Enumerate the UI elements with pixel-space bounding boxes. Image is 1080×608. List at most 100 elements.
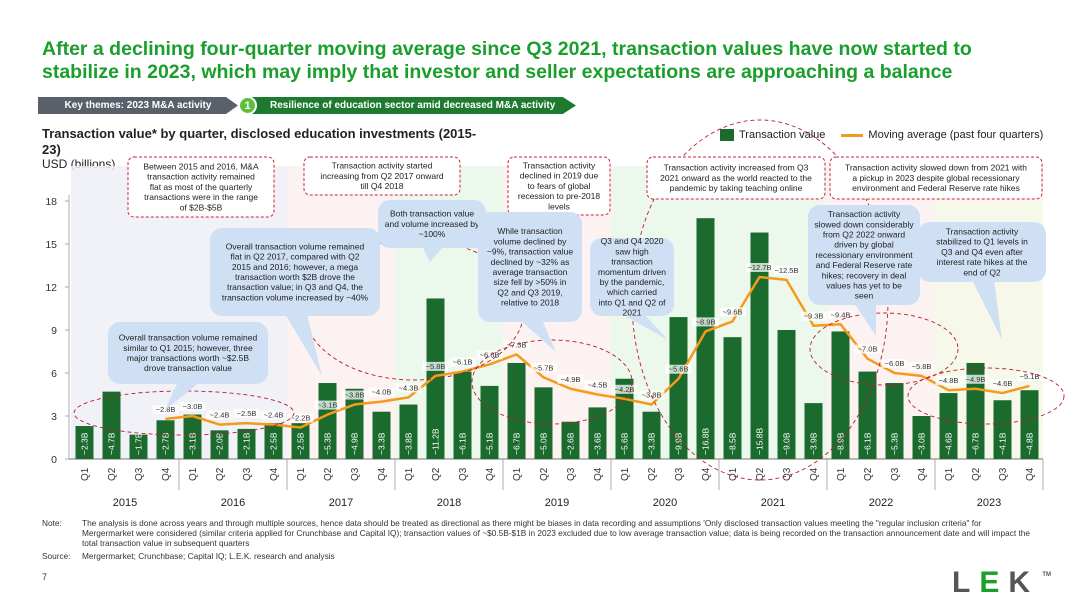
y-tick-label: 6 xyxy=(51,368,57,380)
line-label-bg xyxy=(989,379,1016,389)
bar xyxy=(534,387,553,459)
line-label-bg xyxy=(854,344,881,354)
line-label-bg xyxy=(962,374,989,384)
callout-text: transaction activity remained xyxy=(147,172,255,182)
x-tick-label: Q4 xyxy=(269,467,280,481)
callout-text: Transaction activity increased from Q3 xyxy=(664,163,809,173)
line-label-bg xyxy=(233,409,260,419)
year-label: 2015 xyxy=(113,497,137,509)
x-tick-label: Q4 xyxy=(701,467,712,481)
bar-label: ~6.1B xyxy=(458,432,468,455)
line-label-bg xyxy=(611,384,638,394)
line-label: ~6.0B xyxy=(885,359,905,368)
bar-label: ~2.5B xyxy=(296,432,306,455)
line-label-bg xyxy=(530,363,557,373)
bubble-pointer xyxy=(165,382,200,410)
x-tick-label: Q1 xyxy=(188,467,199,481)
bar xyxy=(993,400,1012,459)
x-tick-label: Q1 xyxy=(404,467,415,481)
source-text: Mergermarket; Crunchbase; Capital IQ; L.… xyxy=(82,551,335,561)
dashed-callout: Transaction activity increased from Q320… xyxy=(646,156,826,200)
breadcrumb-main[interactable]: Key themes: 2023 M&A activity xyxy=(38,97,238,114)
bar xyxy=(156,420,175,459)
bubble-pointer xyxy=(854,303,876,336)
bubble-text: flat in Q2 2017, compared with Q2 xyxy=(231,252,360,262)
year-label: 2023 xyxy=(977,497,1001,509)
line-label: ~2.4B xyxy=(210,411,230,420)
bar xyxy=(804,403,823,459)
line-label: ~7.0B xyxy=(858,345,878,354)
bubble-text: major transactions worth ~$2.5B xyxy=(127,353,249,363)
x-tick-label: Q4 xyxy=(161,467,172,481)
line-label: ~9.6B xyxy=(723,307,743,316)
line-label-bg xyxy=(692,317,719,327)
bar-series: ~2.3B ~4.7B ~1.7B ~2.7B ~3.1B ~2.0B ~2.1B ~2.5B… xyxy=(75,218,1039,459)
breadcrumb-sub[interactable]: Resilience of education sector amid decr… xyxy=(246,97,576,114)
bar xyxy=(831,331,850,459)
callout-text: 2021 onward as the world reacted to the xyxy=(660,173,812,183)
bar xyxy=(1020,390,1039,459)
bar xyxy=(777,330,796,459)
bar-label: ~3.3B xyxy=(377,432,387,455)
bubble-callout: Overall transaction volume remainedsimil… xyxy=(108,322,268,410)
legend-bar-label: Transaction value xyxy=(739,129,826,141)
chart-legend: Transaction value Moving average (past f… xyxy=(720,129,1051,141)
line-label: ~4.0B xyxy=(372,388,392,397)
year-label: 2018 xyxy=(437,497,461,509)
chart-title: Transaction value* by quarter, disclosed… xyxy=(42,126,477,158)
bar-label: ~2.1B xyxy=(242,432,252,455)
callout-text: Transaction activity started xyxy=(332,161,433,171)
bubble-text: Transaction activity xyxy=(828,209,901,219)
bar xyxy=(723,337,742,459)
bar xyxy=(939,393,958,459)
bubble-pointer xyxy=(520,320,556,352)
bar xyxy=(912,416,931,459)
line-label: ~2.4B xyxy=(264,411,284,420)
footnote: Note: The analysis is done across years … xyxy=(42,518,1032,548)
x-tick-label: Q3 xyxy=(242,467,253,481)
bubble-box xyxy=(918,222,1046,282)
bubble-text: Q3 and Q4 even after xyxy=(941,247,1023,257)
line-label-bg xyxy=(800,311,827,321)
bar-label: ~6.7B xyxy=(512,432,522,455)
note-text: The analysis is done across years and th… xyxy=(82,518,1030,549)
line-label: ~3.8B xyxy=(345,391,365,400)
moving-average-labels: ~2.8B ~3.0B~2.4B ~2.5B ~2.4B ~2.2B~3.1B~3.8B… xyxy=(152,262,1043,423)
line-label-bg xyxy=(746,262,773,272)
bar-label: ~5.6B xyxy=(620,432,630,455)
bubble-callout: Overall transaction volume remainedflat … xyxy=(210,228,380,376)
note-label: Note: xyxy=(42,518,62,528)
bubble-box xyxy=(590,238,674,316)
bar xyxy=(642,411,661,459)
bar-label: ~15.8B xyxy=(755,427,765,455)
bubble-text: which carried xyxy=(606,287,657,297)
line-label: ~12.5B xyxy=(775,266,799,275)
dashed-callout-box xyxy=(507,156,611,216)
bubble-pointer xyxy=(622,314,668,340)
line-label: ~5.8B xyxy=(426,362,446,371)
callout-text: pandemic by taking teaching online xyxy=(670,183,803,193)
line-label-bg xyxy=(584,380,611,390)
line-label-bg xyxy=(719,307,746,317)
bubble-text: and Federal Reserve rate xyxy=(816,260,913,270)
dashed-callout-box xyxy=(829,156,1043,200)
bubble-text: hikes; recovery in deal xyxy=(822,270,907,280)
bar-label: ~8.9B xyxy=(836,432,846,455)
line-label-bg xyxy=(638,390,665,400)
x-tick-label: Q3 xyxy=(674,467,685,481)
x-tick-label: Q2 xyxy=(647,467,658,481)
bubble-text: transaction worth $2B drove the xyxy=(235,272,355,282)
trend-ellipse xyxy=(809,312,959,386)
bubble-text: volume declined by xyxy=(494,236,568,246)
bubble-text: values has yet to be xyxy=(826,281,902,291)
bar xyxy=(588,407,607,459)
bar-label: ~5.3B xyxy=(323,432,333,455)
line-label-bg xyxy=(395,383,422,393)
bar-label: ~6.1B xyxy=(863,432,873,455)
line-label-bg xyxy=(557,374,584,384)
bubble-text: slowed down considerably xyxy=(814,219,914,229)
